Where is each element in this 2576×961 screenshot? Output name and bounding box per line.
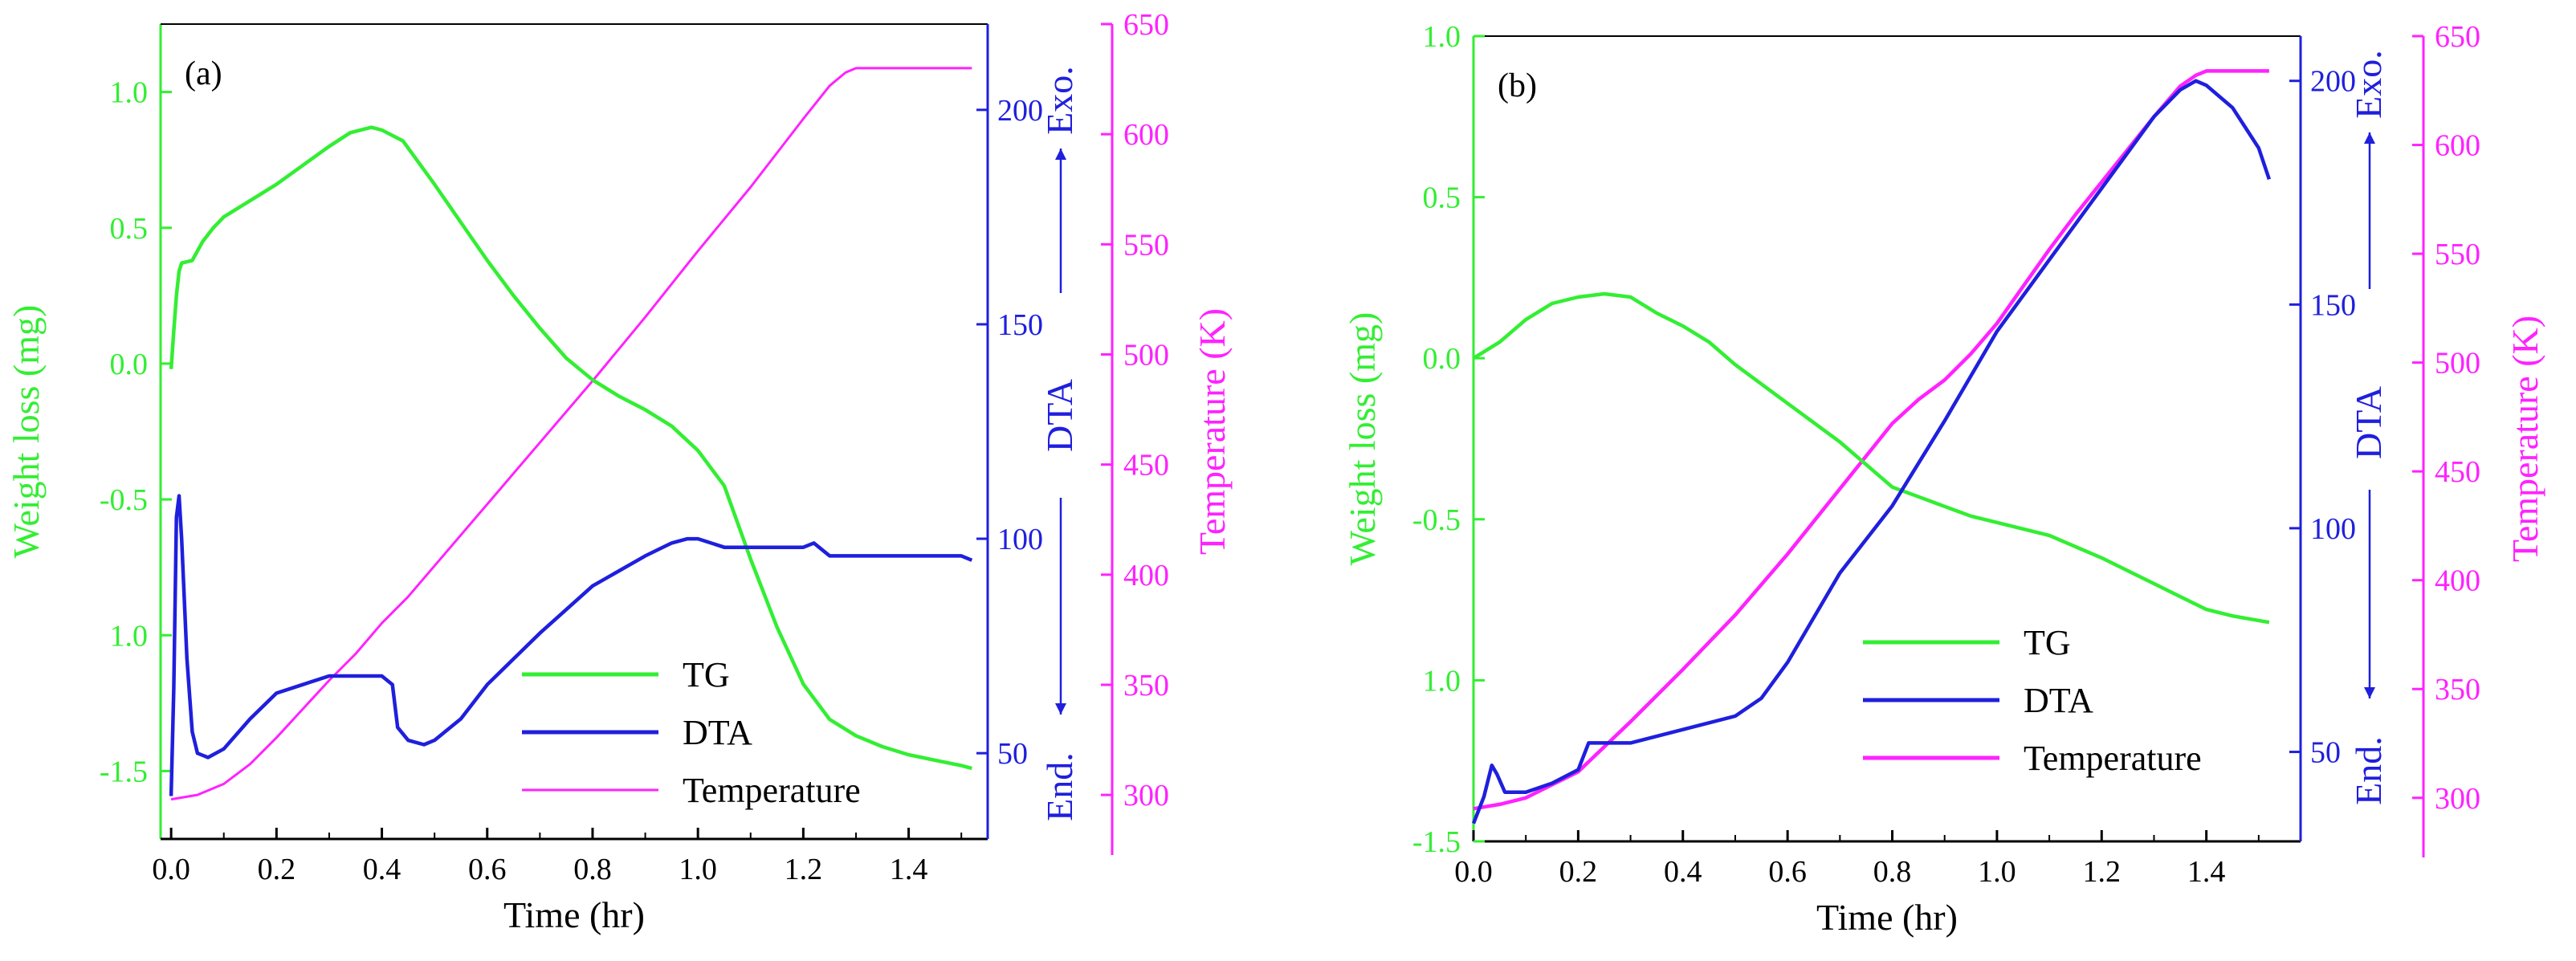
dta-tick-label: 50	[997, 737, 1028, 771]
temperature-tick-label: 500	[1123, 338, 1169, 372]
temperature-tick-label: 400	[1123, 559, 1169, 592]
dta-tick-label: 50	[2310, 736, 2341, 770]
x-axis-label: Time (hr)	[1816, 897, 1958, 938]
left-tick-label: 0.5	[1423, 181, 1461, 215]
legend: TG DTA Temperature	[1863, 623, 2202, 778]
end-arrowhead-icon	[1055, 703, 1066, 715]
left-tick-label: 1.0	[110, 76, 149, 110]
dta-tick-label: 200	[997, 94, 1043, 128]
x-tick-label: 0.4	[363, 853, 401, 886]
dta-exo-label: Exo.	[2348, 50, 2389, 119]
x-tick-label: 0.0	[1454, 855, 1493, 889]
end-arrowhead-icon	[2364, 687, 2375, 698]
left-tick-label: -1.5	[1412, 825, 1461, 859]
left-tick-label: 0.0	[1423, 342, 1461, 376]
legend-label-temperature: Temperature	[2024, 739, 2202, 778]
temperature-tick-label: 450	[2435, 455, 2480, 489]
series-line-dta	[1471, 79, 2272, 825]
temperature-tick-label: 300	[1123, 779, 1169, 812]
dta-axis-label: DTA	[1039, 379, 1080, 452]
dta-tick-label: 200	[2310, 65, 2356, 99]
temperature-tick-label: 450	[1123, 449, 1169, 483]
temperature-tick-label: 350	[1123, 669, 1169, 702]
left-tick-label: -1.5	[100, 755, 148, 788]
temperature-axis-label: Temperature (K)	[2505, 316, 2545, 562]
legend: TG DTA Temperature	[522, 655, 861, 810]
x-tick-label: 0.4	[1664, 855, 1702, 889]
x-tick-label: 1.0	[1978, 855, 2016, 889]
series-line-temperature	[170, 67, 972, 801]
x-tick-label: 0.2	[1559, 855, 1598, 889]
x-tick-label: 0.0	[152, 853, 190, 886]
left-tick-label: 1.0	[1423, 664, 1461, 698]
x-tick-label: 0.8	[573, 853, 612, 886]
left-tick-label: 1.0	[110, 619, 149, 653]
exo-arrowhead-icon	[1055, 149, 1066, 160]
legend-label-tg: TG	[683, 655, 730, 694]
left-tick-label: -0.5	[1412, 503, 1461, 537]
dta-tick-label: 150	[997, 308, 1043, 342]
x-tick-label: 0.6	[468, 853, 507, 886]
left-tick-label: -0.5	[100, 483, 148, 517]
dta-exo-label: Exo.	[1039, 66, 1080, 135]
series-line-tg	[169, 125, 972, 771]
left-tick-label: 1.0	[1423, 20, 1461, 54]
x-tick-label: 1.2	[785, 853, 823, 886]
panel-label: (a)	[185, 55, 222, 92]
temperature-tick-label: 300	[2435, 782, 2480, 816]
temperature-axis-label: Temperature (K)	[1192, 308, 1233, 555]
temperature-tick-label: 600	[2435, 129, 2480, 163]
left-axis-label: Weight loss (mg)	[1342, 312, 1383, 566]
temperature-tick-label: 550	[2435, 238, 2480, 271]
x-tick-label: 0.6	[1768, 855, 1807, 889]
dta-tick-label: 100	[2310, 512, 2356, 546]
exo-arrowhead-icon	[2364, 132, 2375, 144]
series-line-dta	[169, 494, 973, 796]
chart-panel-a: 0.0 0.2 0.4 0.6 0.8 1.0 1.2 1.4 Time (hr) -1.5 1.0…	[6, 8, 1233, 935]
dta-end-label: End.	[2348, 736, 2389, 805]
temperature-tick-label: 350	[2435, 673, 2480, 706]
legend-label-temperature: Temperature	[683, 771, 861, 810]
x-tick-label: 1.2	[2083, 855, 2122, 889]
x-tick-label: 1.0	[679, 853, 717, 886]
temperature-tick-label: 650	[2435, 20, 2480, 54]
temperature-tick-label: 400	[2435, 564, 2480, 598]
x-tick-label: 1.4	[890, 853, 928, 886]
legend-label-tg: TG	[2024, 623, 2071, 662]
x-tick-label: 1.4	[2187, 855, 2226, 889]
temperature-tick-label: 650	[1123, 8, 1169, 42]
series-line-temperature	[1473, 69, 2269, 811]
temperature-tick-label: 600	[1123, 118, 1169, 152]
panel-label: (b)	[1498, 67, 1537, 104]
legend-label-dta: DTA	[2024, 681, 2093, 720]
dta-end-label: End.	[1039, 752, 1080, 821]
left-axis-label: Weight loss (mg)	[6, 305, 47, 559]
x-tick-label: 0.2	[258, 853, 296, 886]
x-axis-label: Time (hr)	[503, 894, 645, 935]
series-line-tg	[1472, 291, 2270, 625]
legend-label-dta: DTA	[683, 713, 752, 752]
dta-tick-label: 100	[997, 523, 1043, 556]
dta-tick-label: 150	[2310, 288, 2356, 322]
left-tick-label: 0.0	[110, 348, 149, 381]
temperature-tick-label: 550	[1123, 228, 1169, 262]
dta-axis-label: DTA	[2348, 386, 2389, 459]
temperature-tick-label: 500	[2435, 347, 2480, 381]
chart-panel-b: 0.0 0.2 0.4 0.6 0.8 1.0 1.2 1.4 Time (hr) -1.5 1.0…	[1342, 20, 2545, 938]
x-tick-label: 0.8	[1873, 855, 1912, 889]
left-tick-label: 0.5	[110, 212, 149, 246]
